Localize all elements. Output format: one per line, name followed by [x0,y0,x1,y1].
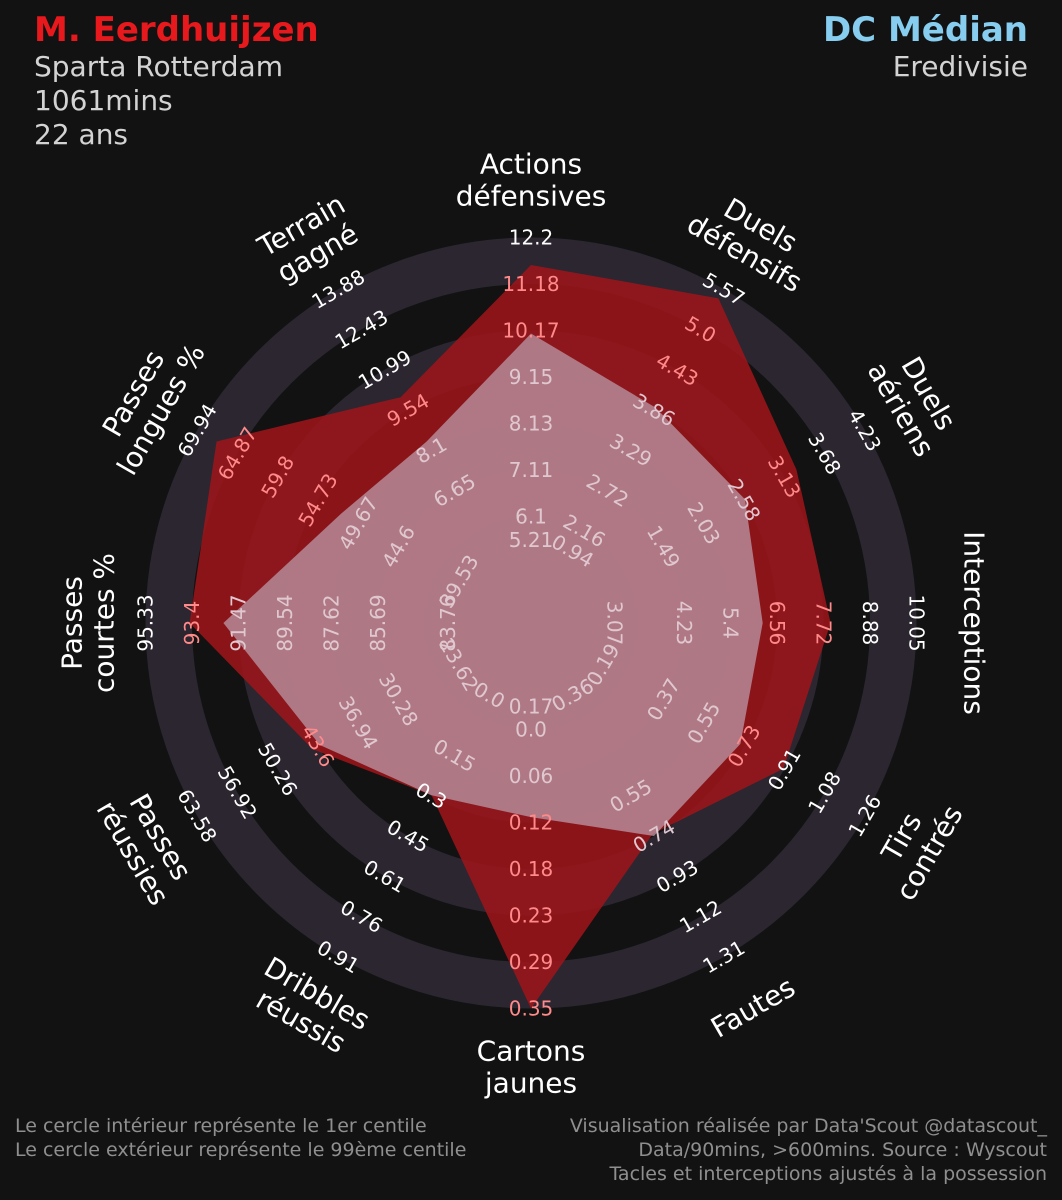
axis-label-line: défensives [456,180,607,213]
header-right: DC Médian Eredivisie [823,10,1028,84]
league-name: Eredivisie [892,50,1028,83]
tick-label: 0.12 [509,811,554,835]
tick-label: 89.54 [273,594,297,651]
tick-label: 8.13 [509,412,554,436]
tick-label: 10.17 [502,319,559,343]
axis-label-line: Passes [56,576,89,670]
tick-label: 95.33 [134,594,158,651]
tick-label: 5.4 [719,607,743,639]
tick-label: 6.56 [765,601,789,646]
axis-label: Interceptions [958,531,991,715]
tick-label: 0.35 [509,997,554,1021]
footer-credit: Visualisation réalisée par Data'Scout @d… [569,1115,1047,1137]
tick-label: 0.17 [509,694,554,718]
tick-label: 0.23 [509,904,554,928]
tick-label: 0.0 [515,718,547,742]
axis-label-line: Interceptions [958,531,991,715]
tick-label: 6.1 [515,505,547,529]
axis-label: Fautes [705,970,801,1044]
tick-label: 8.88 [858,601,882,646]
player-name: M. Eerdhuijzen [34,10,319,50]
average-area [223,333,763,837]
tick-label: 0.18 [509,857,554,881]
axis-label-line: Cartons [477,1035,586,1068]
team-name: Sparta Rotterdam [34,50,283,83]
tick-label: 87.62 [320,594,344,651]
minutes-played: 1061mins [34,84,173,117]
tick-label: 85.69 [366,594,390,651]
tick-label: 3.07 [602,601,626,646]
comparison-position: DC Médian [822,10,1028,50]
tick-label: 5.21 [509,528,554,552]
axis-label-line: Actions [480,148,582,181]
tick-label: 93.4 [180,601,204,646]
axis-label: Cartons jaunes [477,1035,586,1100]
axis-label-line: Fautes [705,970,801,1044]
tick-label: 9.15 [509,365,554,389]
axis-label: Actions défensives [456,148,607,213]
tick-label: 0.06 [509,764,554,788]
header-left: M. Eerdhuijzen Sparta Rotterdam 1061mins… [34,10,319,152]
tick-label: 10.05 [905,594,929,651]
tick-label: 91.47 [227,594,251,651]
axis-label-line: courtes % [88,553,121,693]
tick-label: 4.23 [672,601,696,646]
tick-label: 12.2 [509,226,554,250]
footer-adjustment-note: Tacles et interceptions ajustés à la pos… [609,1163,1047,1185]
tick-label: 0.29 [509,950,554,974]
footer-notes: Le cercle intérieur représente le 1er ce… [15,1114,466,1162]
tick-label: 11.18 [502,272,559,296]
axis-label: Passescourtes % [56,553,121,693]
player-age: 22 ans [34,118,129,151]
axis-label-line: jaunes [484,1067,577,1100]
footer-outer-circle-note: Le cercle extérieur représente le 99ème … [15,1139,467,1161]
tick-label: 7.72 [812,601,836,646]
footer-credits: Visualisation réalisée par Data'Scout @d… [570,1114,1047,1186]
footer-inner-circle-note: Le cercle intérieur représente le 1er ce… [15,1115,427,1137]
footer-source: Data/90mins, >600mins. Source : Wyscout [638,1139,1047,1161]
tick-label: 7.11 [509,458,554,482]
tick-label: 83.76 [436,594,460,651]
